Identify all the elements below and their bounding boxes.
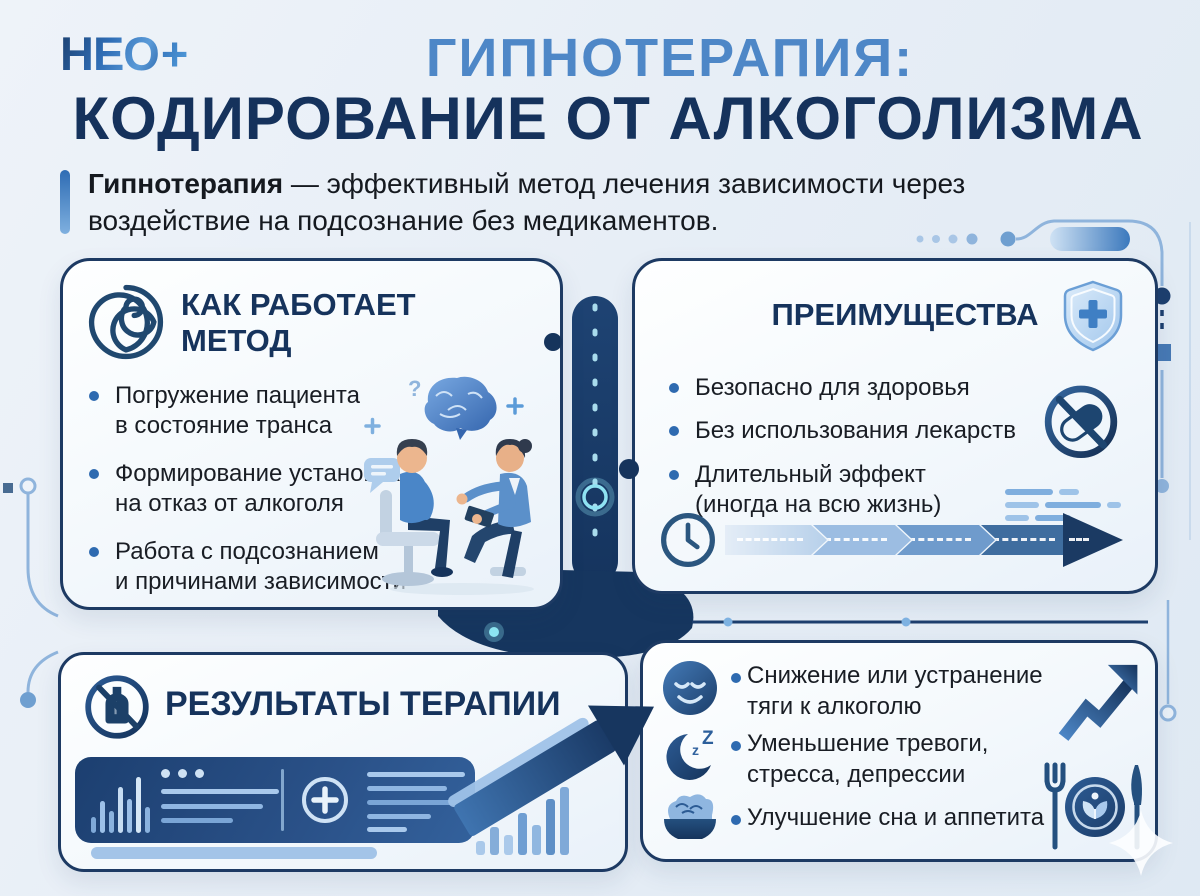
bullet-item: Безопасно для здоровья	[667, 373, 1047, 403]
text-line-decoration	[367, 772, 465, 777]
logo-plus-icon: +	[160, 27, 188, 80]
card-benefits-title: ПРЕИМУЩЕСТВА	[771, 297, 1039, 332]
therapy-session-illustration: ?	[362, 370, 554, 603]
no-pills-icon	[1041, 381, 1121, 461]
effect-row: Улучшение сна и аппетита	[659, 793, 1044, 843]
page-title: ГИПНОТЕРАПИЯ: КОДИРОВАНИЕ ОТ АЛКОГОЛИЗМА	[0, 30, 1200, 151]
timeline-segment	[897, 525, 995, 555]
question-mark: ?	[408, 376, 421, 401]
mini-bar-chart	[476, 787, 569, 855]
hypnosis-spiral-icon	[85, 281, 167, 363]
effect-row: z Z Уменьшение тревоги, стресса, депресс…	[659, 727, 988, 790]
bullet-item: Без использования лекарств	[667, 416, 1047, 446]
calm-face-icon	[661, 659, 719, 717]
medical-plus-icon	[299, 774, 351, 826]
bullet-item: Погружение пациента в состояние транса	[87, 381, 487, 442]
logo-text: НЕО	[60, 27, 160, 80]
zzz-glyph: z	[692, 742, 699, 758]
bullet-dot	[731, 673, 741, 683]
intro-lead: Гипнотерапия	[88, 168, 284, 199]
text-line-decoration	[161, 818, 233, 823]
text-lines-decoration	[1005, 489, 1129, 528]
bullet-item: Формирование установок на отказ от алког…	[87, 459, 487, 520]
text-line-decoration	[367, 814, 431, 819]
title-line-2: КОДИРОВАНИЕ ОТ АЛКОГОЛИЗМА	[72, 85, 1144, 153]
card-effects: Снижение или устранение тяги к алкоголю …	[640, 640, 1158, 862]
text-line-decoration	[367, 800, 465, 805]
text-line-decoration	[367, 786, 447, 791]
method-bullet-list: Погружение пациента в состояние транса Ф…	[87, 381, 487, 615]
shield-plus-icon	[1061, 279, 1125, 353]
card-how-title: КАК РАБОТАЕТ МЕТОД	[181, 287, 416, 358]
panel-underline-decoration	[91, 847, 377, 859]
growth-arrow-icon	[1057, 657, 1139, 745]
intro-text: Гипнотерапия — эффективный метод лечения…	[88, 166, 965, 240]
duration-timeline	[659, 511, 1123, 569]
text-line-decoration	[161, 804, 263, 809]
bullet-dot	[731, 741, 741, 751]
intro-block: Гипнотерапия — эффективный метод лечения…	[60, 166, 965, 240]
timeline-segment	[725, 525, 827, 555]
bar-chart-icon	[91, 777, 150, 833]
effect-text: Улучшение сна и аппетита	[747, 804, 1045, 831]
effect-row: Снижение или устранение тяги к алкоголю	[659, 659, 1043, 722]
food-bowl-icon	[660, 793, 720, 843]
title-line-1: ГИПНОТЕРАПИЯ:	[425, 28, 915, 88]
healthy-meal-icon	[1037, 759, 1145, 853]
divider	[281, 769, 284, 831]
bullet-dot	[731, 815, 741, 825]
no-alcohol-icon	[81, 671, 153, 743]
bullet-item: Работа с подсознанием и причинами зависи…	[87, 537, 487, 598]
timeline-arrowhead-icon	[1063, 513, 1123, 567]
effect-text: Уменьшение тревоги, стресса, депрессии	[747, 730, 989, 788]
card-therapy-results: РЕЗУЛЬТАТЫ ТЕРАПИИ	[58, 652, 628, 872]
intro-rest: — эффективный метод лечения зависимости …	[88, 168, 966, 236]
timeline-segment	[981, 525, 1079, 555]
dots-decoration	[161, 769, 204, 778]
clock-icon	[659, 511, 717, 569]
card-how-it-works: КАК РАБОТАЕТ МЕТОД Погружение пациента в…	[60, 258, 563, 610]
zzz-glyph: Z	[702, 728, 714, 749]
card-benefits: ПРЕИМУЩЕСТВА Безопасно для здоровья Без …	[632, 258, 1158, 594]
intro-accent-bar	[60, 170, 70, 234]
stats-panel	[75, 757, 475, 843]
brand-logo: НЕО+	[60, 26, 188, 81]
text-line-decoration	[161, 789, 279, 794]
effect-text: Снижение или устранение тяги к алкоголю	[747, 662, 1043, 720]
benefits-bullet-list: Безопасно для здоровья Без использования…	[667, 373, 1047, 534]
bullet-item: Длительный эффект (иногда на всю жизнь)	[667, 460, 1047, 521]
timeline-segment	[813, 525, 911, 555]
text-line-decoration	[367, 827, 407, 832]
card-results-title: РЕЗУЛЬТАТЫ ТЕРАПИИ	[165, 685, 561, 723]
moon-zzz-icon: z Z	[662, 727, 718, 783]
